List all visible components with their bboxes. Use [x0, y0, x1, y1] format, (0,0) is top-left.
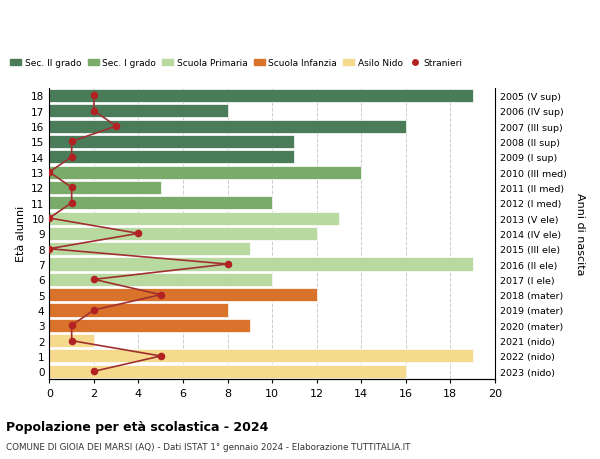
- Point: [89, 368, 99, 375]
- Bar: [49, 365, 406, 378]
- Y-axis label: Anni di nascita: Anni di nascita: [575, 193, 585, 275]
- Point: [67, 200, 76, 207]
- Point: [67, 184, 76, 191]
- Bar: [49, 273, 272, 286]
- Bar: [49, 319, 250, 332]
- Point: [67, 337, 76, 345]
- Point: [44, 215, 54, 222]
- Point: [67, 139, 76, 146]
- Point: [89, 93, 99, 100]
- Bar: [49, 289, 317, 302]
- Point: [89, 276, 99, 283]
- Bar: [49, 335, 94, 347]
- Bar: [49, 227, 317, 241]
- Point: [89, 108, 99, 115]
- Text: COMUNE DI GIOIA DEI MARSI (AQ) - Dati ISTAT 1° gennaio 2024 - Elaborazione TUTTI: COMUNE DI GIOIA DEI MARSI (AQ) - Dati IS…: [6, 442, 410, 451]
- Bar: [49, 350, 473, 363]
- Bar: [49, 181, 161, 195]
- Point: [156, 353, 166, 360]
- Point: [44, 246, 54, 253]
- Point: [67, 154, 76, 161]
- Point: [89, 307, 99, 314]
- Bar: [49, 258, 473, 271]
- Bar: [49, 120, 406, 133]
- Point: [44, 169, 54, 176]
- Point: [156, 291, 166, 299]
- Y-axis label: Età alunni: Età alunni: [16, 206, 26, 262]
- Bar: [49, 135, 295, 149]
- Point: [134, 230, 143, 237]
- Bar: [49, 197, 272, 210]
- Bar: [49, 166, 361, 179]
- Bar: [49, 105, 227, 118]
- Text: Popolazione per età scolastica - 2024: Popolazione per età scolastica - 2024: [6, 420, 268, 433]
- Point: [223, 261, 232, 268]
- Bar: [49, 243, 250, 256]
- Bar: [49, 212, 339, 225]
- Bar: [49, 90, 473, 103]
- Bar: [49, 151, 295, 164]
- Bar: [49, 304, 227, 317]
- Point: [112, 123, 121, 130]
- Legend: Sec. II grado, Sec. I grado, Scuola Primaria, Scuola Infanzia, Asilo Nido, Stran: Sec. II grado, Sec. I grado, Scuola Prim…: [7, 55, 466, 72]
- Point: [67, 322, 76, 329]
